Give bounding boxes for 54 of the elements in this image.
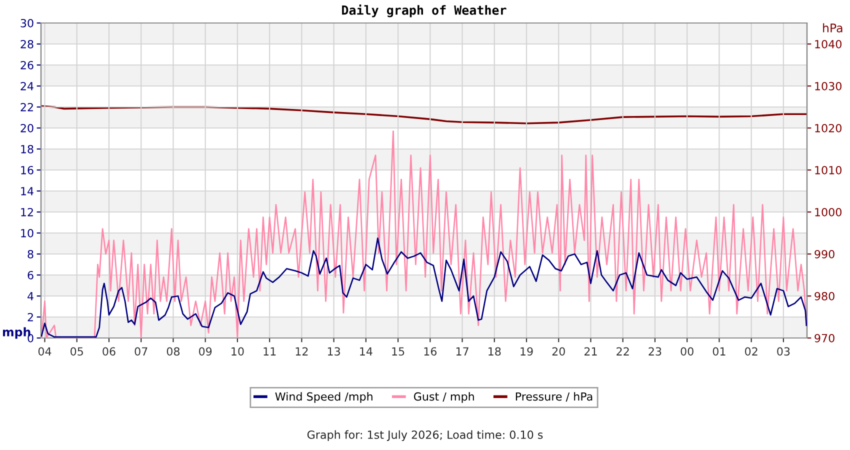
x-tick-label: 12 xyxy=(296,347,308,356)
x-tick-label: 21 xyxy=(584,347,597,356)
x-tick-label: 01 xyxy=(712,347,726,356)
x-tick-label: 18 xyxy=(488,347,501,356)
x-tick-label: 07 xyxy=(134,347,148,356)
y-tick-label: 28 xyxy=(20,40,34,48)
x-tick-label: 13 xyxy=(328,347,340,356)
chart-title: Daily graph of Weather xyxy=(342,4,506,18)
y-tick-label: 20 xyxy=(20,124,34,132)
text: Graph for: 1st July 2026; Load time: 0.10 s xyxy=(307,430,543,442)
legend-label: Wind Speed /mph xyxy=(275,392,372,403)
y-tick-label: 16 xyxy=(21,166,34,174)
y2-tick-label: 970 xyxy=(814,334,834,342)
y2-tick-label: 1040 xyxy=(815,40,842,48)
x-tick-label: 02 xyxy=(744,347,758,356)
y-tick-label: 12 xyxy=(21,208,33,216)
x-tick-label: 17 xyxy=(456,347,468,356)
y-tick-label: 24 xyxy=(20,82,34,90)
y2-axis-title: hPa xyxy=(823,23,842,32)
y2-tick-label: 1030 xyxy=(815,82,842,90)
y2-tick-label: 990 xyxy=(814,250,834,258)
x-tick-label: 03 xyxy=(777,347,790,356)
y-tick-label: 22 xyxy=(20,102,33,112)
x-tick-label: 00 xyxy=(680,347,694,356)
x-tick-label: 08 xyxy=(166,347,180,356)
y-tick-label: 4 xyxy=(28,292,34,300)
y2-tick-label: 1020 xyxy=(815,124,842,132)
line-series xyxy=(41,105,807,124)
x-tick-label: 06 xyxy=(102,347,116,356)
legend-label: Gust / mph xyxy=(414,392,474,403)
legend-label: Pressure / hPa xyxy=(516,392,592,402)
y-tick-label: 8 xyxy=(28,250,34,258)
y-tick-label: 18 xyxy=(21,144,34,154)
y2-tick-label: 980 xyxy=(814,292,834,300)
y-tick-label: 10 xyxy=(21,228,34,238)
x-tick-label: 09 xyxy=(198,347,212,356)
x-tick-label: 14 xyxy=(360,347,372,356)
x-tick-label: 22 xyxy=(616,347,629,356)
x-tick-label: 16 xyxy=(424,347,437,356)
y-tick-label: 26 xyxy=(20,60,34,70)
x-tick-label: 11 xyxy=(264,347,276,356)
y-tick-label: 6 xyxy=(28,270,34,280)
x-tick-label: 04 xyxy=(38,347,52,356)
y2-tick-label: 1000 xyxy=(815,208,842,216)
y-tick-label: 2 xyxy=(28,312,33,322)
x-tick-label: 10 xyxy=(232,347,244,356)
y-tick-label: 14 xyxy=(21,187,34,196)
y-tick-label: 30 xyxy=(20,18,34,28)
x-tick-label: 05 xyxy=(70,347,83,356)
x-tick-label: 20 xyxy=(552,347,565,356)
y2-tick-label: 1010 xyxy=(815,166,842,174)
x-tick-label: 23 xyxy=(648,347,662,356)
x-tick-label: 19 xyxy=(520,347,533,356)
x-tick-label: 15 xyxy=(392,347,404,356)
